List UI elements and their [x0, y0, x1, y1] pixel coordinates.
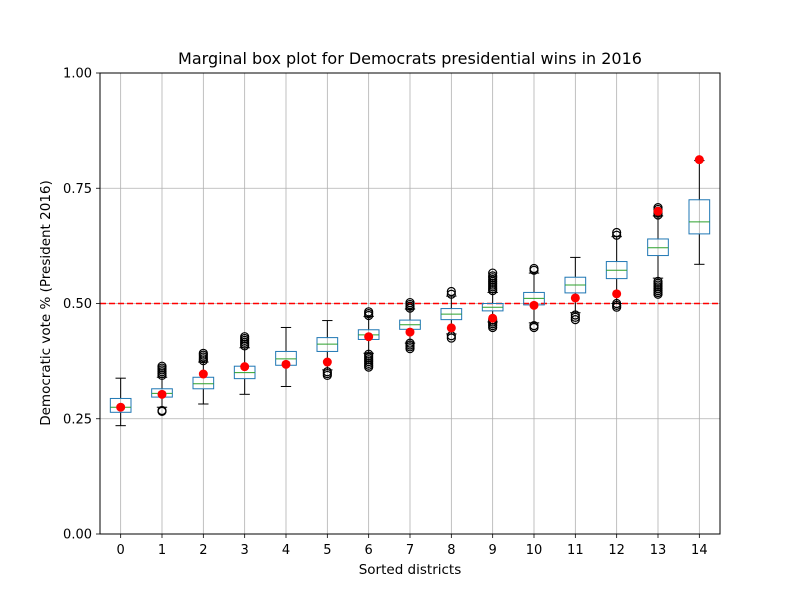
outlier-point [157, 361, 167, 371]
x-tick-label: 8 [447, 543, 455, 558]
iqr-box [688, 199, 711, 235]
outlier-point [240, 332, 250, 342]
x-tick-label: 6 [365, 543, 373, 558]
outlier-point [364, 307, 374, 317]
outlier-point [529, 263, 539, 274]
outlier-point [612, 230, 622, 240]
x-tick-label: 2 [199, 543, 207, 558]
box-group-district-7 [399, 297, 421, 354]
x-tick-label: 13 [650, 543, 667, 558]
y-tick-label: 0.00 [63, 528, 92, 543]
outlier-point [364, 349, 374, 359]
y-tick-label: 0.75 [63, 182, 92, 197]
outlier-point [322, 367, 332, 377]
x-tick-label: 10 [526, 543, 543, 558]
box-group-district-12 [605, 227, 628, 312]
actual-vote-point [488, 313, 498, 323]
actual-vote-point [281, 359, 291, 369]
x-tick-label: 5 [323, 543, 331, 558]
box-group-district-4 [275, 326, 297, 387]
x-tick-label: 3 [241, 543, 249, 558]
actual-vote-point [405, 327, 415, 337]
y-tick-label: 0.25 [63, 412, 92, 427]
outlier-point [446, 286, 456, 297]
x-tick-label: 9 [489, 543, 497, 558]
chart-title: Marginal box plot for Democrats presiden… [178, 49, 642, 68]
actual-vote-point [157, 389, 167, 399]
x-axis-title: Sorted districts [359, 562, 462, 578]
actual-vote-point [529, 300, 539, 310]
y-axis-title: Democratic vote % (President 2016) [38, 180, 54, 426]
box-group-district-10 [523, 263, 545, 333]
actual-vote-point [116, 402, 126, 412]
box-group-district-0 [109, 377, 132, 427]
box-group-district-13 [647, 203, 669, 299]
outlier-point [157, 405, 167, 416]
actual-vote-point [446, 323, 456, 333]
actual-vote-point [240, 362, 250, 372]
box-group-district-3 [233, 332, 256, 395]
box-group-district-11 [564, 256, 587, 325]
actual-vote-point [364, 332, 374, 342]
outlier-point [570, 312, 580, 322]
outlier-point [612, 298, 622, 309]
box-group-district-8 [440, 286, 463, 343]
actual-vote-point [570, 293, 580, 303]
outlier-point [570, 315, 580, 325]
outlier-point [570, 310, 580, 320]
x-tick-label: 0 [117, 543, 125, 558]
actual-vote-point [653, 206, 663, 216]
iqr-box [109, 397, 132, 413]
actual-vote-point [694, 155, 704, 165]
x-tick-label: 1 [158, 543, 166, 558]
axis-ticks: 0 1 2 3 4 5 6 7 8 9 10 11 12 13 140.000.250.500.751.00 [63, 67, 708, 559]
box-group-district-9 [481, 268, 504, 333]
x-tick-label: 4 [282, 543, 290, 558]
x-tick-label: 14 [691, 543, 708, 558]
y-tick-label: 1.00 [63, 67, 92, 82]
y-tick-label: 0.50 [63, 297, 92, 312]
outlier-point [198, 348, 208, 358]
outlier-point [446, 289, 456, 299]
actual-vote-point [322, 357, 332, 367]
box-group-district-14 [688, 155, 711, 265]
actual-vote-point [198, 369, 208, 379]
box-group-district-5 [316, 320, 339, 381]
outlier-point [612, 227, 622, 238]
outlier-point [488, 268, 498, 278]
box-group-district-6 [357, 307, 380, 372]
outlier-point [488, 271, 498, 281]
outlier-point [529, 321, 539, 331]
x-tick-label: 11 [567, 543, 584, 558]
box-series [109, 155, 711, 427]
actual-vote-point [612, 289, 622, 299]
outlier-point [405, 338, 415, 348]
outlier-point [653, 276, 663, 286]
outlier-point [405, 297, 415, 308]
x-tick-label: 7 [406, 543, 414, 558]
outlier-point [446, 333, 456, 343]
x-tick-label: 12 [608, 543, 625, 558]
box-group-district-2 [192, 348, 215, 405]
box-group-district-1 [151, 361, 173, 416]
